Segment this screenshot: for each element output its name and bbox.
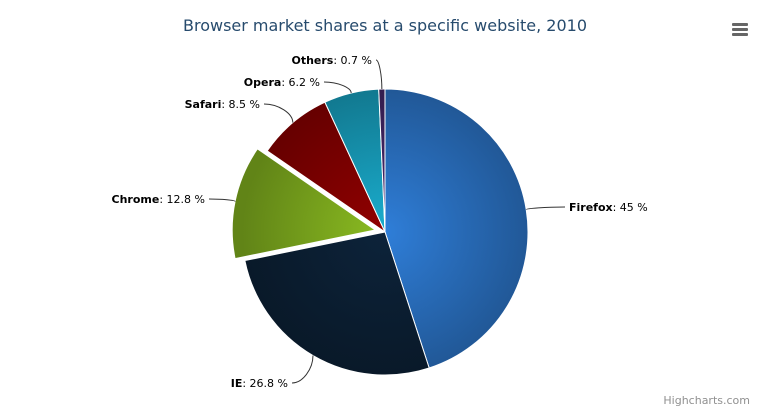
label-connector (208, 198, 236, 202)
pie-slice-ie[interactable] (244, 231, 430, 376)
label-connector (263, 103, 294, 123)
data-label-others: Others: 0.7 % (291, 54, 372, 67)
data-label-safari: Safari: 8.5 % (185, 98, 260, 111)
data-label-opera: Opera: 6.2 % (244, 76, 320, 89)
data-label-chrome: Chrome: 12.8 % (112, 193, 205, 206)
data-label-ie: IE: 26.8 % (231, 377, 288, 390)
pie-slice-firefox[interactable] (384, 88, 529, 369)
hamburger-menu-icon[interactable] (720, 14, 760, 46)
label-connector (525, 206, 566, 211)
label-connector (375, 59, 383, 90)
data-label-firefox: Firefox: 45 % (569, 201, 648, 214)
label-connector (291, 355, 314, 384)
pie-slice-others[interactable] (378, 88, 386, 233)
chart-title: Browser market shares at a specific webs… (183, 16, 587, 35)
label-connector (323, 81, 352, 94)
credits-link[interactable]: Highcharts.com (663, 394, 750, 407)
